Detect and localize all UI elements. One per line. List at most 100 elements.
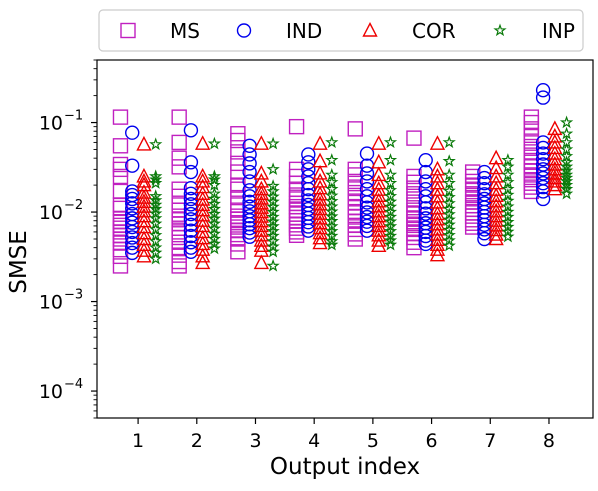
data-point [429, 236, 446, 252]
data-point [125, 158, 140, 173]
data-point [359, 174, 375, 189]
data-point [242, 164, 257, 180]
y-axis: 10−410−310−210−1 [39, 59, 97, 419]
data-point [125, 215, 140, 230]
data-point [266, 239, 280, 253]
data-point [559, 186, 574, 200]
data-point [112, 168, 129, 185]
data-point [183, 123, 199, 138]
data-point [266, 234, 280, 248]
y-axis-label: SMSE [6, 230, 32, 294]
data-point [253, 180, 270, 196]
y-tick-label: 10 [39, 202, 63, 224]
legend-label: MS [170, 19, 200, 43]
data-point [266, 205, 280, 218]
data-point [136, 202, 152, 218]
data-point [171, 134, 187, 151]
data-point [488, 226, 504, 241]
data-point [207, 236, 222, 250]
data-point [429, 210, 446, 226]
data-point [207, 221, 222, 235]
data-point [547, 180, 563, 196]
data-point [312, 234, 328, 250]
data-point [207, 211, 222, 225]
data-point [429, 135, 446, 150]
data-point [207, 231, 222, 245]
data-point [312, 191, 328, 206]
data-point [501, 205, 515, 218]
data-point [559, 182, 574, 195]
data-point [301, 187, 316, 203]
data-point [383, 224, 398, 237]
data-point [136, 167, 152, 183]
data-point [312, 229, 328, 245]
data-point [488, 202, 504, 218]
data-point [230, 236, 246, 252]
data-point [301, 182, 316, 197]
data-point [149, 240, 163, 254]
data-point [325, 199, 339, 213]
data-point [406, 130, 422, 146]
data-point [325, 224, 339, 237]
data-point [359, 146, 375, 161]
data-point [535, 82, 551, 98]
data-point [195, 191, 211, 206]
data-point [442, 217, 456, 231]
data-point [488, 230, 504, 246]
data-point [253, 237, 270, 252]
data-point [207, 226, 222, 240]
data-point [559, 115, 574, 129]
data-point [195, 196, 211, 212]
data-point [136, 184, 152, 199]
data-point [429, 226, 446, 241]
data-point [371, 192, 387, 208]
data-point [266, 184, 280, 198]
data-point [359, 223, 375, 238]
legend-label: INP [542, 19, 575, 43]
data-point [371, 217, 387, 233]
data-point [325, 153, 339, 166]
data-point [266, 189, 280, 203]
data-point [266, 199, 280, 213]
data-point [359, 200, 375, 215]
x-axis: 1 2 3 4 5 6 7 8 [132, 418, 555, 452]
data-point [429, 220, 446, 236]
data-point [442, 223, 456, 236]
data-point [325, 188, 339, 202]
data-point [266, 194, 280, 208]
data-point [183, 155, 199, 170]
data-point [207, 186, 222, 200]
data-point [183, 186, 199, 201]
data-point [207, 202, 222, 215]
x-tick-label: 3 [249, 430, 261, 452]
data-point [371, 222, 387, 237]
data-point [371, 187, 387, 202]
data-point [501, 220, 515, 233]
data-point [347, 121, 363, 137]
data-point [242, 147, 257, 162]
data-point [266, 244, 280, 258]
data-point [442, 212, 456, 226]
data-point [136, 198, 152, 213]
legend-marker-ind [236, 23, 252, 38]
y-tick-label: 10 [39, 292, 63, 314]
data-point [207, 136, 222, 150]
data-point [383, 237, 398, 251]
series-ind [125, 82, 551, 261]
data-point [125, 184, 140, 199]
data-point [253, 135, 270, 150]
data-point [112, 109, 129, 125]
data-point [312, 200, 328, 216]
legend-marker-inp [493, 23, 507, 37]
data-point [418, 189, 433, 204]
data-point [488, 159, 504, 175]
data-point [501, 199, 515, 213]
y-tick-label: 10 [39, 113, 63, 135]
plot-area [112, 82, 574, 274]
x-axis-label: Output index [270, 454, 420, 480]
data-point [253, 164, 270, 180]
data-point [371, 232, 387, 247]
data-point [359, 166, 375, 181]
data-point [312, 219, 328, 235]
data-point [195, 201, 211, 217]
